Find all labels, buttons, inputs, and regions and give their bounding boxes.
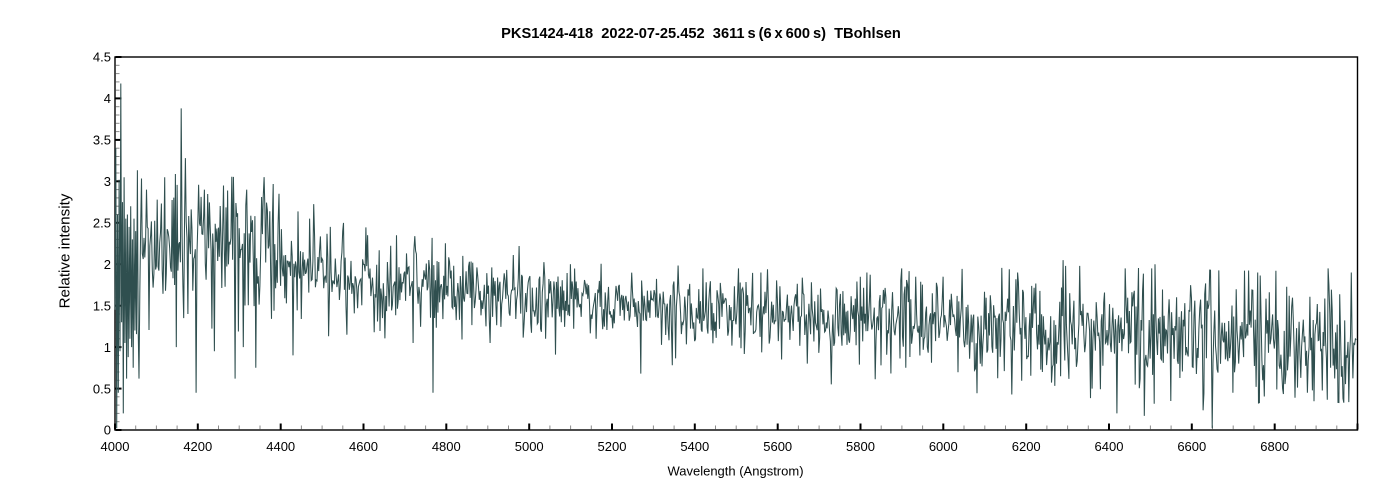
svg-text:5000: 5000: [515, 439, 544, 454]
svg-text:Relative intensity: Relative intensity: [56, 193, 73, 308]
svg-text:4000: 4000: [101, 439, 130, 454]
svg-text:6800: 6800: [1260, 439, 1289, 454]
svg-text:4600: 4600: [349, 439, 378, 454]
svg-text:6200: 6200: [1012, 439, 1041, 454]
svg-text:3: 3: [104, 174, 111, 189]
svg-text:6400: 6400: [1095, 439, 1124, 454]
svg-text:1.5: 1.5: [93, 298, 111, 313]
svg-text:4200: 4200: [183, 439, 212, 454]
svg-text:5200: 5200: [598, 439, 627, 454]
svg-text:1: 1: [104, 340, 111, 355]
svg-text:3.5: 3.5: [93, 133, 111, 148]
svg-text:6600: 6600: [1177, 439, 1206, 454]
svg-text:6000: 6000: [929, 439, 958, 454]
svg-text:2: 2: [104, 257, 111, 272]
svg-text:5800: 5800: [846, 439, 875, 454]
svg-text:5400: 5400: [680, 439, 709, 454]
svg-text:4.5: 4.5: [93, 50, 111, 65]
svg-text:5600: 5600: [763, 439, 792, 454]
svg-text:4400: 4400: [266, 439, 295, 454]
svg-text:0: 0: [104, 423, 111, 438]
svg-text:0.5: 0.5: [93, 381, 111, 396]
svg-text:4800: 4800: [432, 439, 461, 454]
svg-text:Wavelength (Angstrom): Wavelength (Angstrom): [667, 464, 803, 479]
svg-text:4: 4: [104, 91, 111, 106]
svg-text:PKS1424-418 2022-07-25.452 3: PKS1424-418 2022-07-25.452 3611 s (6 x 6…: [501, 26, 901, 42]
svg-text:2.5: 2.5: [93, 216, 111, 231]
